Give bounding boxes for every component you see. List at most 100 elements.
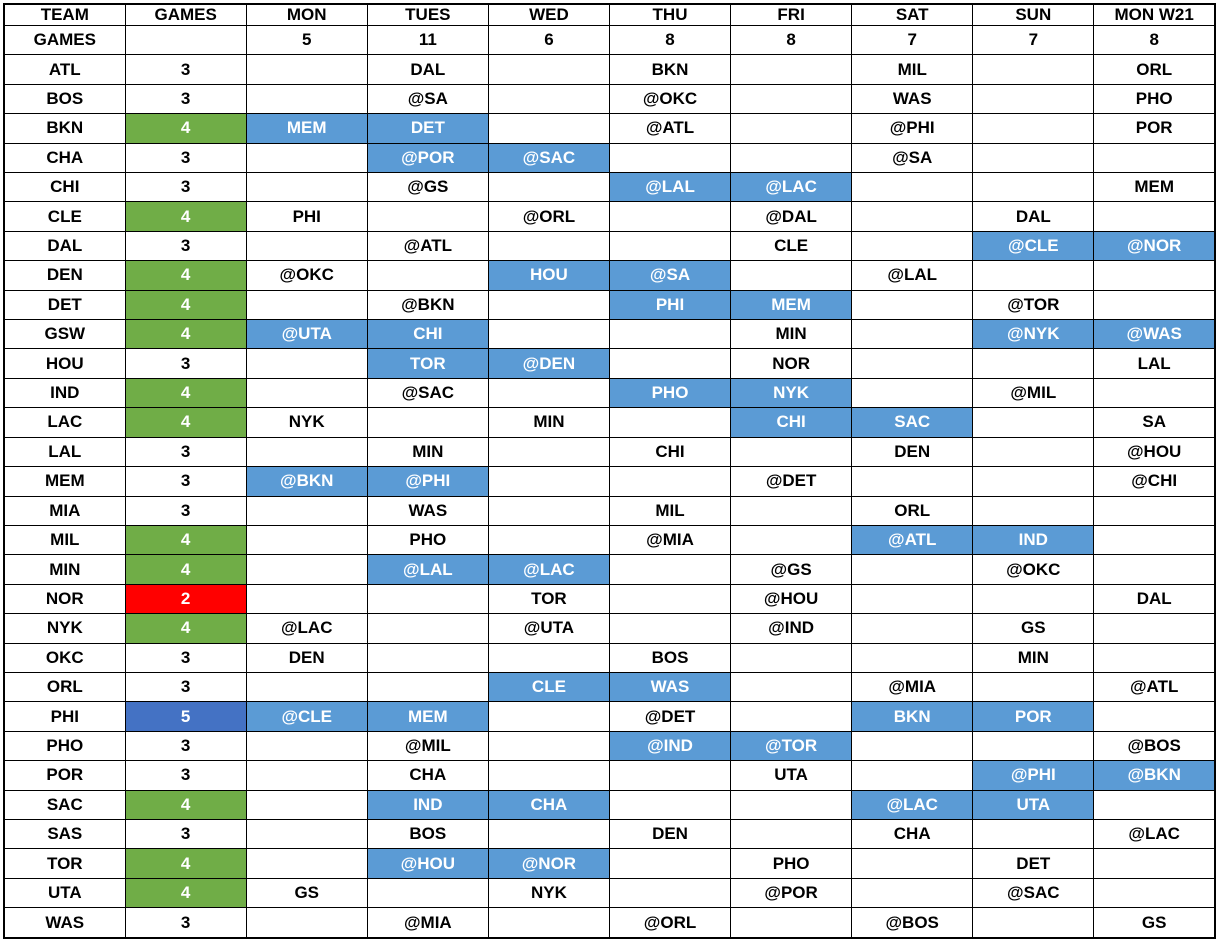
team-row: LAC 4 NYK MIN CHI SAC SA <box>3 407 1216 438</box>
matchup-cell <box>245 524 368 556</box>
games-count-cell: 4 <box>124 377 247 409</box>
day-totals-row: GAMES 5 11 6 8 8 7 7 8 <box>3 24 1216 56</box>
matchup-cell <box>487 818 610 850</box>
matchup-cell: MIN <box>487 407 610 438</box>
matchup-cell <box>730 671 853 703</box>
matchup-cell: PHO <box>730 848 853 879</box>
matchup-cell <box>608 348 732 379</box>
matchup-cell: @ORL <box>487 201 610 232</box>
matchup-cell <box>972 466 1095 497</box>
column-header: GAMES <box>124 3 247 26</box>
matchup-cell <box>730 260 853 291</box>
matchup-cell: MEM <box>366 701 489 732</box>
column-header: THU <box>608 3 732 26</box>
team-cell: CLE <box>3 201 126 232</box>
matchup-cell: @OKC <box>972 554 1095 585</box>
matchup-cell: @POR <box>366 142 489 174</box>
matchup-cell <box>366 407 489 438</box>
totals-value-cell: 8 <box>730 24 853 56</box>
matchup-cell <box>1093 642 1216 673</box>
matchup-cell <box>851 319 974 350</box>
matchup-cell: @IND <box>730 613 853 644</box>
matchup-cell: @SAC <box>366 377 489 409</box>
team-cell: UTA <box>3 877 126 909</box>
matchup-cell <box>1093 260 1216 291</box>
team-row: ORL 3 CLE WAS @MIA @ATL <box>3 671 1216 703</box>
team-row: SAC 4 IND CHA @LAC UTA <box>3 789 1216 820</box>
matchup-cell: WAS <box>608 671 732 703</box>
team-cell: NOR <box>3 583 126 615</box>
matchup-cell: DEN <box>608 818 732 850</box>
matchup-cell <box>972 818 1095 850</box>
matchup-cell <box>608 466 732 497</box>
column-header: TUES <box>366 3 489 26</box>
matchup-cell: DET <box>366 113 489 144</box>
matchup-cell: POR <box>1093 113 1216 144</box>
matchup-cell: @UTA <box>245 319 368 350</box>
team-row: IND 4 @SAC PHO NYK @MIL <box>3 377 1216 409</box>
matchup-cell: MIL <box>851 54 974 85</box>
matchup-cell <box>245 671 368 703</box>
team-cell: SAC <box>3 789 126 820</box>
matchup-cell <box>1093 554 1216 585</box>
games-count-cell: 3 <box>124 642 247 673</box>
matchup-cell: @BOS <box>851 907 974 939</box>
matchup-cell: NYK <box>245 407 368 438</box>
matchup-cell: @LAC <box>851 789 974 820</box>
team-row: HOU 3 TOR @DEN NOR LAL <box>3 348 1216 379</box>
team-cell: GSW <box>3 319 126 350</box>
matchup-cell <box>972 54 1095 85</box>
matchup-cell: @IND <box>608 730 732 762</box>
schedule-table: TEAM GAMES MON TUES WED THU FRI SAT SUN MON W21 G… <box>3 3 1216 939</box>
matchup-cell <box>730 701 853 732</box>
matchup-cell <box>487 54 610 85</box>
matchup-cell <box>608 230 732 262</box>
matchup-cell: @WAS <box>1093 319 1216 350</box>
games-count-cell: 3 <box>124 760 247 791</box>
matchup-cell <box>366 642 489 673</box>
totals-value-cell: 11 <box>366 24 489 56</box>
matchup-cell <box>366 201 489 232</box>
team-cell: DET <box>3 289 126 321</box>
matchup-cell: NYK <box>487 877 610 909</box>
matchup-cell <box>1093 524 1216 556</box>
team-cell: MIL <box>3 524 126 556</box>
matchup-cell <box>1093 613 1216 644</box>
matchup-cell: LAL <box>1093 348 1216 379</box>
games-count-cell: 3 <box>124 730 247 762</box>
matchup-cell <box>487 524 610 556</box>
matchup-cell <box>1093 495 1216 526</box>
team-row: DET 4 @BKN PHI MEM @TOR <box>3 289 1216 321</box>
matchup-cell <box>1093 789 1216 820</box>
matchup-cell <box>730 818 853 850</box>
matchup-cell <box>245 83 368 115</box>
matchup-cell: MEM <box>245 113 368 144</box>
team-row: WAS 3 @MIA @ORL @BOS GS <box>3 907 1216 939</box>
team-row: CHA 3 @POR @SAC @SA <box>3 142 1216 174</box>
team-cell: BKN <box>3 113 126 144</box>
games-count-cell: 3 <box>124 818 247 850</box>
games-count-cell: 3 <box>124 436 247 468</box>
matchup-cell: CHI <box>366 319 489 350</box>
matchup-cell: @LAL <box>608 172 732 203</box>
team-cell: NYK <box>3 613 126 644</box>
totals-label-cell: GAMES <box>3 24 126 56</box>
matchup-cell: NYK <box>730 377 853 409</box>
matchup-cell <box>245 142 368 174</box>
team-cell: OKC <box>3 642 126 673</box>
matchup-cell: @DET <box>730 466 853 497</box>
matchup-cell <box>972 348 1095 379</box>
matchup-cell: DET <box>972 848 1095 879</box>
matchup-cell <box>730 495 853 526</box>
matchup-cell: TOR <box>487 583 610 615</box>
games-count-cell: 4 <box>124 524 247 556</box>
matchup-cell: PHI <box>245 201 368 232</box>
matchup-cell: CLE <box>487 671 610 703</box>
games-count-cell: 2 <box>124 583 247 615</box>
games-count-cell: 4 <box>124 554 247 585</box>
matchup-cell: GS <box>245 877 368 909</box>
matchup-cell <box>608 877 732 909</box>
matchup-cell: @UTA <box>487 613 610 644</box>
matchup-cell <box>851 554 974 585</box>
matchup-cell: @NOR <box>1093 230 1216 262</box>
